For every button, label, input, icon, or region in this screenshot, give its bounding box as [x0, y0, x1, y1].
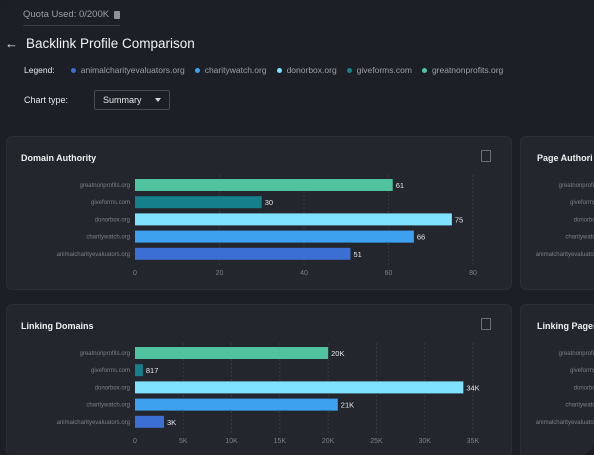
quota-text: Quota Used: 0/200K	[23, 9, 110, 20]
linking-domains-card: Linking Domains 0 5K 10K 15K 20K 25K 30K 35K gre…	[6, 304, 512, 455]
bar-value-label: 75	[455, 215, 463, 224]
chart-type-label: Chart type:	[24, 95, 69, 105]
card-title: Linking Pages	[537, 321, 594, 331]
legend-dot-icon	[276, 67, 282, 73]
chart-type-value: Summary	[103, 95, 142, 105]
page-authority-card: Page Authori greatnonprofits.org giveform…	[520, 136, 594, 290]
y-category-label: donorbox.org	[95, 385, 130, 391]
chart-type-select[interactable]: Summary	[94, 90, 171, 110]
linking-pages-card: Linking Pages greatnonprofits.org givefor…	[520, 304, 594, 455]
document-icon	[114, 10, 121, 19]
domain-authority-chart: 0 20 40 60 80 greatnonprofits.org 61 giveforms.…	[57, 175, 477, 277]
y-category-label: greatnonprofits.org	[80, 351, 130, 357]
legend-item-label: greatnonprofits.org	[431, 65, 504, 75]
bar-value-label: 61	[396, 181, 404, 190]
legend-item[interactable]: animalcharityevaluators.org	[70, 65, 185, 75]
y-category-label: donorbox.org	[95, 217, 130, 223]
bar-value-label: 817	[146, 366, 159, 375]
legend-item-label: donorbox.org	[286, 65, 337, 75]
x-tick-label: 80	[469, 270, 477, 277]
card-title: Domain Authority	[21, 153, 97, 163]
y-category-label: greatnonprofits.org	[559, 351, 594, 357]
back-arrow-icon[interactable]: ←	[5, 36, 18, 51]
bar-value-label: 30	[265, 198, 273, 207]
y-category-label: animalcharityevaluators.org	[536, 420, 594, 426]
x-tick-label: 60	[385, 270, 393, 277]
y-category-label: greatnonprofits.org	[80, 183, 130, 189]
bar	[135, 364, 143, 377]
bar	[135, 213, 452, 226]
y-category-label: animalcharityevaluators.org	[536, 252, 594, 258]
page-title: Backlink Profile Comparison	[26, 36, 195, 51]
x-tick-label: 20K	[322, 438, 335, 445]
legend-dot-icon	[421, 67, 427, 73]
bar-value-label: 20K	[331, 349, 344, 358]
legend-item-label: giveforms.com	[356, 65, 412, 75]
y-category-label: charitywatch.org	[565, 403, 594, 409]
domain-authority-card: Domain Authority 0 20 40 60 80 greatnonprofit…	[6, 136, 512, 290]
legend-dot-icon	[194, 67, 200, 73]
bar	[135, 415, 164, 428]
y-category-label: giveforms.com	[91, 368, 130, 374]
legend-item[interactable]: giveforms.com	[346, 65, 412, 75]
legend: Legend: animalcharityevaluators.org chari…	[24, 65, 513, 75]
x-tick-label: 40	[300, 270, 308, 277]
card-title: Page Authori	[537, 153, 593, 163]
y-category-label: donorbox.org	[574, 217, 594, 223]
legend-item[interactable]: charitywatch.org	[194, 65, 267, 75]
x-tick-label: 0	[133, 438, 137, 445]
legend-item-label: animalcharityevaluators.org	[80, 65, 185, 75]
legend-item[interactable]: donorbox.org	[276, 65, 337, 75]
x-tick-label: 20	[216, 270, 224, 277]
y-category-label: charitywatch.org	[565, 235, 594, 241]
quota-underline	[23, 25, 120, 26]
y-category-label: giveforms.com	[91, 200, 130, 206]
x-tick-label: 0	[133, 270, 137, 277]
x-tick-label: 30K	[418, 438, 431, 445]
y-category-label: greatnonprofits.org	[559, 183, 594, 189]
linking-pages-chart: greatnonprofits.org giveforms.com donorbox…	[536, 351, 594, 426]
x-tick-label: 5K	[179, 438, 188, 445]
x-tick-label: 15K	[274, 438, 287, 445]
legend-dot-icon	[70, 67, 76, 73]
export-icon[interactable]	[481, 318, 491, 330]
y-category-label: charitywatch.org	[86, 403, 130, 409]
quota-indicator: Quota Used: 0/200K	[23, 9, 121, 20]
y-category-label: giveforms.com	[570, 368, 594, 374]
legend-dot-icon	[346, 67, 352, 73]
bar	[135, 247, 351, 260]
bar-value-label: 51	[353, 250, 361, 259]
bar	[135, 230, 414, 243]
x-tick-label: 10K	[225, 438, 238, 445]
x-tick-label: 35K	[467, 438, 480, 445]
bar-value-label: 3K	[167, 418, 176, 427]
y-category-label: giveforms.com	[570, 200, 594, 206]
bar-value-label: 21K	[341, 401, 354, 410]
card-title: Linking Domains	[21, 321, 94, 331]
bar-value-label: 34K	[466, 383, 479, 392]
legend-item[interactable]: greatnonprofits.org	[421, 65, 504, 75]
page-authority-chart: greatnonprofits.org giveforms.com donorbox…	[536, 183, 594, 258]
y-category-label: animalcharityevaluators.org	[57, 252, 130, 258]
y-category-label: charitywatch.org	[86, 235, 130, 241]
linking-domains-chart: 0 5K 10K 15K 20K 25K 30K 35K greatnonprofits.org…	[57, 343, 480, 445]
bar	[135, 398, 338, 411]
chart-type-control: Chart type: Summary	[24, 90, 171, 110]
y-category-label: animalcharityevaluators.org	[57, 420, 130, 426]
title-row: ← Backlink Profile Comparison	[5, 36, 195, 51]
bar	[135, 381, 464, 394]
y-category-label: donorbox.org	[574, 385, 594, 391]
x-tick-label: 25K	[370, 438, 383, 445]
bar-value-label: 66	[417, 233, 425, 242]
chevron-down-icon	[155, 98, 162, 102]
legend-item-label: charitywatch.org	[204, 65, 267, 75]
bar	[135, 347, 329, 359]
bar	[135, 196, 262, 209]
legend-label: Legend:	[24, 65, 55, 75]
export-icon[interactable]	[481, 150, 491, 162]
bar	[135, 179, 393, 191]
